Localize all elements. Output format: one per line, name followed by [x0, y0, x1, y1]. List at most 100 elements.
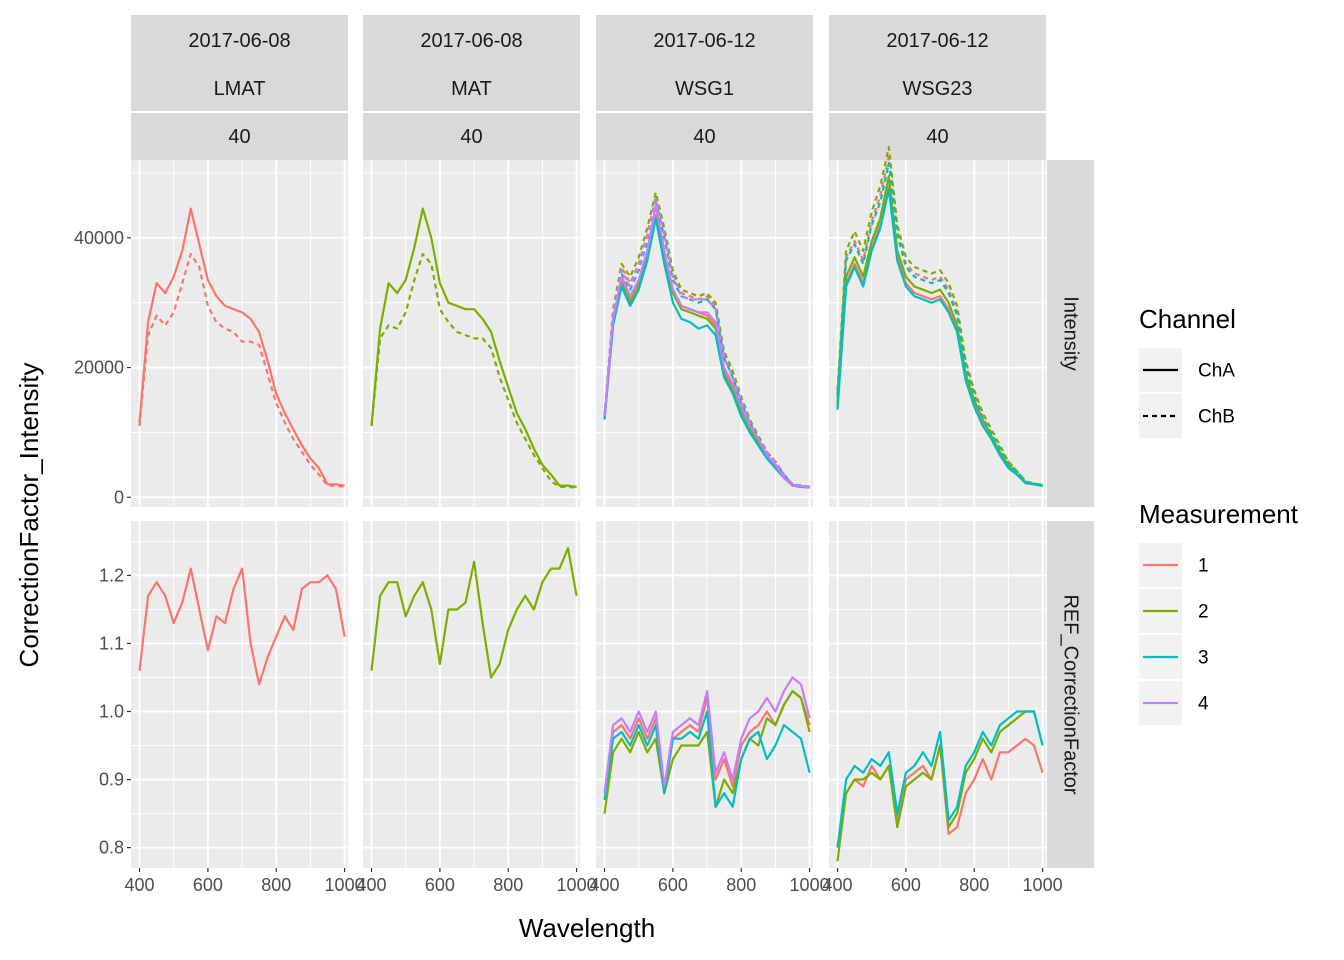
facet-column-strip: 2017-06-12 WSG1 40	[596, 15, 813, 160]
facet-panels: 2017-06-08LMAT402017-06-08MAT402017-06-1…	[74, 15, 1094, 895]
series-line	[138, 207, 345, 487]
series-line	[603, 191, 810, 488]
series-line	[370, 547, 578, 679]
strip-site-label: WSG23	[902, 78, 972, 100]
x-axis: 400 600 800 1000	[125, 868, 365, 895]
panel	[131, 160, 348, 507]
y-tick-label: 0	[114, 487, 124, 507]
legend-label: ChB	[1198, 407, 1235, 428]
strip-background	[596, 112, 813, 160]
x-tick-label: 800	[959, 875, 989, 895]
series-line	[370, 207, 577, 488]
facet-row-strip: Intensity	[1047, 160, 1094, 507]
y-tick-label: 0.9	[99, 770, 124, 790]
strip-date-label: 2017-06-12	[653, 30, 755, 52]
strip-date-label: 2017-06-08	[420, 30, 522, 52]
legend-title: Channel	[1139, 304, 1236, 334]
strip-background	[363, 112, 580, 160]
x-tick-label: 1000	[790, 875, 830, 895]
y-tick-label: 1.0	[99, 702, 124, 722]
panel-background	[131, 160, 348, 507]
strip-background	[131, 112, 348, 160]
strip-background	[1047, 521, 1094, 868]
x-tick-label: 400	[823, 875, 853, 895]
x-tick-label: 600	[891, 875, 921, 895]
y-axis: 0 20000 40000	[74, 228, 131, 507]
series-line	[836, 188, 1043, 488]
x-axis: 400 600 800 1000	[357, 868, 597, 895]
y-axis-title: CorrectionFactor_Intensity	[14, 363, 44, 668]
panel-background	[596, 160, 813, 507]
strip-site-label: WSG1	[675, 78, 734, 100]
strip-background	[363, 15, 580, 112]
legend-label: 4	[1198, 694, 1209, 715]
x-tick-label: 800	[726, 875, 756, 895]
strip-background	[829, 15, 1046, 112]
y-tick-label: 40000	[74, 228, 124, 248]
series-line	[603, 710, 811, 808]
panel	[829, 160, 1046, 507]
data-lines	[138, 145, 1044, 862]
panel-background	[596, 521, 813, 868]
x-axis-title: Wavelength	[519, 913, 655, 943]
x-tick-label: 400	[590, 875, 620, 895]
strip-value-label: 40	[693, 126, 715, 148]
y-axis: 0.8 0.9 1.0 1.1 1.2	[99, 565, 131, 858]
strip-value-label: 40	[926, 126, 948, 148]
strip-date-label: 2017-06-08	[188, 30, 290, 52]
row-strip-label: Intensity	[1060, 296, 1082, 370]
series-line	[370, 252, 577, 489]
x-axis: 400 600 800 1000	[590, 868, 830, 895]
panel-background	[829, 160, 1046, 507]
strip-background	[1047, 160, 1094, 507]
strip-date-label: 2017-06-12	[886, 30, 988, 52]
x-tick-label: 400	[125, 875, 155, 895]
panel	[596, 160, 813, 507]
facet-row-strip: REF_CorrectionFactor	[1047, 521, 1094, 868]
x-tick-label: 1000	[1023, 875, 1063, 895]
series-line	[836, 155, 1043, 486]
x-tick-label: 600	[193, 875, 223, 895]
facet-column-strip: 2017-06-12 WSG23 40	[829, 15, 1046, 160]
panel-background	[829, 521, 1046, 868]
x-tick-label: 1000	[557, 875, 597, 895]
facet-column-strip: 2017-06-08 MAT 40	[363, 15, 580, 160]
legend-channel: Channel ChA ChB	[1139, 304, 1236, 438]
strip-site-label: LMAT	[214, 78, 266, 100]
legend-measurement: Measurement 1 2 3 4	[1139, 499, 1299, 725]
legend-label: 3	[1198, 648, 1209, 669]
legend: Channel ChA ChB Measurement 1 2 3 4	[1139, 304, 1299, 725]
series-line	[603, 676, 811, 794]
panel	[596, 521, 813, 868]
x-tick-label: 400	[357, 875, 387, 895]
series-line	[836, 162, 1043, 486]
legend-label: 2	[1198, 602, 1209, 623]
series-line	[603, 204, 810, 489]
panel	[829, 521, 1046, 868]
legend-title: Measurement	[1139, 499, 1299, 529]
series-line	[836, 145, 1043, 486]
row-strip-label: REF_CorrectionFactor	[1060, 594, 1082, 794]
strip-site-label: MAT	[451, 78, 492, 100]
legend-label: 1	[1198, 556, 1209, 577]
x-tick-label: 800	[261, 875, 291, 895]
panel	[363, 160, 580, 507]
strip-background	[596, 15, 813, 112]
x-axis: 400 600 800 1000	[823, 868, 1063, 895]
series-line	[836, 710, 1044, 862]
panel-background	[131, 521, 348, 868]
y-tick-label: 1.1	[99, 633, 124, 653]
series-line	[138, 567, 346, 686]
y-tick-label: 20000	[74, 358, 124, 378]
y-tick-label: 1.2	[99, 565, 124, 585]
x-tick-label: 800	[493, 875, 523, 895]
series-line	[603, 217, 810, 489]
facet-column-strip: 2017-06-08 LMAT 40	[131, 15, 348, 160]
strip-value-label: 40	[460, 126, 482, 148]
panel-background	[363, 160, 580, 507]
series-line	[138, 252, 345, 488]
panel	[131, 521, 348, 868]
y-tick-label: 0.8	[99, 838, 124, 858]
x-tick-label: 600	[425, 875, 455, 895]
